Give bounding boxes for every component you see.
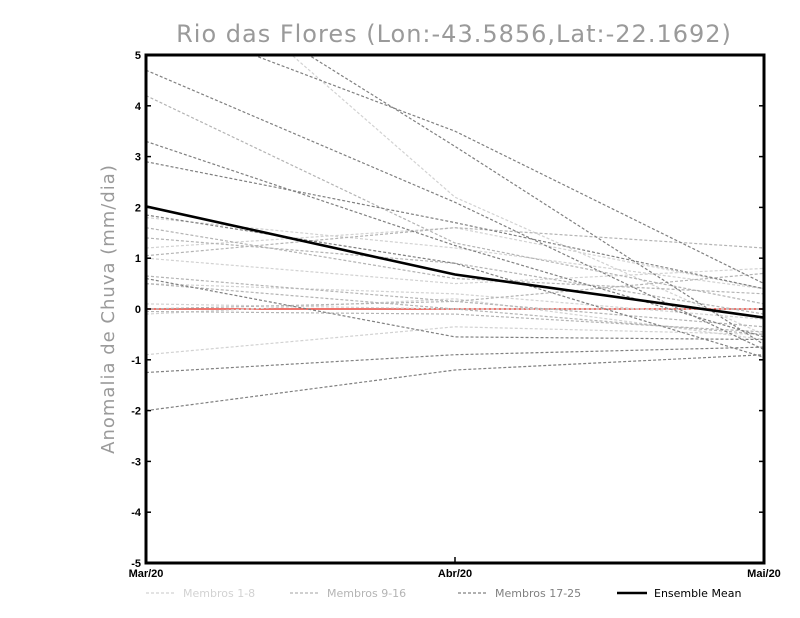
y-tick-label: -5 [131,558,141,570]
legend-label: Membros 1-8 [183,587,255,600]
member-line-11 [146,275,764,328]
y-tick-label: 3 [135,152,141,164]
member-line-7 [146,217,764,290]
member-line-3 [146,257,764,285]
y-tick-label: -3 [131,456,141,468]
legend: Membros 1-8 Membros 9-16 Membros 17-25 Ense… [146,587,741,600]
member-line-4 [146,283,764,320]
member-line-5 [146,303,764,310]
legend-label: Membros 9-16 [327,587,406,600]
member-line-17 [146,69,764,351]
y-axis-label: Anomalia de Chuva (mm/dia) [98,164,119,454]
y-tick-label: 0 [135,304,141,316]
y-tick-label: 1 [135,253,141,265]
series-lines [146,55,764,412]
member-line-9 [146,95,764,305]
y-tick-label: 5 [135,50,141,62]
plot-frame [144,53,766,565]
x-tick-label: Abr/20 [438,568,472,580]
member-line-24 [146,346,764,374]
y-tick-label: -4 [131,507,142,519]
member-line-15 [146,272,764,310]
member-line-23 [146,277,764,341]
member-line-19 [146,161,764,290]
y-tick-label: -1 [131,355,141,367]
y-tick-label: 2 [135,202,141,214]
chart-title: Rio das Flores (Lon:-43.5856,Lat:-22.169… [176,20,732,48]
member-line-13 [146,310,764,333]
x-tick-label: Mai/20 [747,568,781,580]
member-line-20 [251,55,764,285]
member-line-6 [146,326,764,356]
member-line-1 [290,55,764,335]
ensemble-mean-line [146,205,764,319]
member-line-16 [146,237,764,315]
legend-label: Ensemble Mean [654,587,741,600]
legend-label: Membros 17-25 [495,587,581,600]
member-line-25 [146,354,764,412]
member-line-18 [146,140,764,338]
member-line-2 [146,227,764,290]
y-tick-label: 4 [135,101,142,113]
x-tick-label: Mar/20 [129,568,164,580]
member-line-22 [146,214,764,358]
y-tick-label: -2 [131,406,141,418]
member-line-10 [146,227,764,257]
